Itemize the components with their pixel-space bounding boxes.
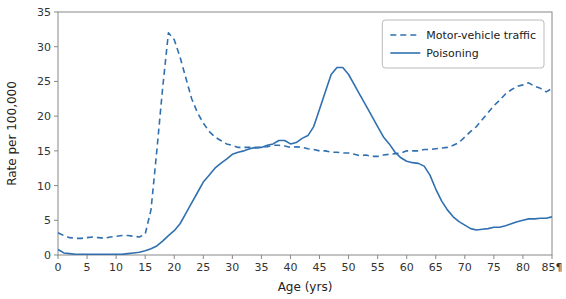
- series-line: [58, 68, 552, 255]
- x-tick: [58, 255, 59, 259]
- x-tick: [435, 255, 436, 259]
- legend-label: Poisoning: [426, 47, 478, 60]
- x-tick-label: 20: [167, 261, 181, 274]
- y-tick-label: 25: [37, 75, 51, 88]
- x-tick: [377, 255, 378, 259]
- y-tick: [54, 46, 58, 47]
- y-tick: [54, 255, 58, 256]
- x-tick-label: 30: [225, 261, 239, 274]
- x-tick-label: 75: [487, 261, 501, 274]
- x-axis-label: Age (yrs): [278, 280, 333, 294]
- legend-swatch: [390, 34, 420, 36]
- x-tick-label: 15: [138, 261, 152, 274]
- x-tick-label: 40: [283, 261, 297, 274]
- x-tick: [464, 255, 465, 259]
- x-tick-label: 45: [313, 261, 327, 274]
- x-tick: [348, 255, 349, 259]
- chart: 0510152025303540455055606570758085¶Age (…: [0, 0, 566, 299]
- legend-label: Motor-vehicle traffic: [426, 29, 536, 42]
- y-tick-label: 0: [44, 249, 51, 262]
- y-axis: 0 5 10 15 20 25 30 35: [37, 6, 58, 262]
- legend-swatch: [390, 52, 420, 54]
- y-tick: [54, 12, 58, 13]
- x-tick-label: 70: [458, 261, 472, 274]
- y-tick-label: 35: [37, 6, 51, 19]
- x-tick: [203, 255, 204, 259]
- x-tick-label: 85¶: [542, 261, 563, 274]
- y-tick-label: 10: [37, 180, 51, 193]
- x-tick-label: 5: [84, 261, 91, 274]
- x-tick: [522, 255, 523, 259]
- y-tick-label: 5: [44, 214, 51, 227]
- y-tick-label: 20: [37, 110, 51, 123]
- x-tick: [116, 255, 117, 259]
- y-tick-label: 30: [37, 41, 51, 54]
- x-tick: [232, 255, 233, 259]
- legend-frame: [382, 20, 544, 68]
- x-tick-label: 80: [516, 261, 530, 274]
- x-tick: [261, 255, 262, 259]
- x-tick-label: 0: [55, 261, 62, 274]
- y-tick: [54, 185, 58, 186]
- y-tick: [54, 220, 58, 221]
- x-tick-label: 50: [342, 261, 356, 274]
- x-tick-label: 10: [109, 261, 123, 274]
- x-tick: [290, 255, 291, 259]
- x-tick-label: 60: [400, 261, 414, 274]
- y-tick: [54, 150, 58, 151]
- x-tick-label: 55: [371, 261, 385, 274]
- x-tick: [145, 255, 146, 259]
- x-tick-label: 35: [254, 261, 268, 274]
- x-tick: [493, 255, 494, 259]
- y-tick: [54, 116, 58, 117]
- x-tick: [87, 255, 88, 259]
- y-axis-label: Rate per 100,000: [5, 81, 19, 186]
- legend: Motor-vehicle traffic Poisoning: [382, 20, 544, 68]
- x-tick: [552, 255, 553, 259]
- y-tick-label: 15: [37, 145, 51, 158]
- plot-frame: [58, 12, 552, 255]
- x-tick: [319, 255, 320, 259]
- x-axis: 0 5 10 15 20 25 30 35 40 45 50 55 60 65 70 75 80 85¶: [55, 255, 563, 274]
- x-tick-label: 25: [196, 261, 210, 274]
- x-tick: [406, 255, 407, 259]
- x-tick-label: 65: [429, 261, 443, 274]
- x-tick: [174, 255, 175, 259]
- y-tick: [54, 81, 58, 82]
